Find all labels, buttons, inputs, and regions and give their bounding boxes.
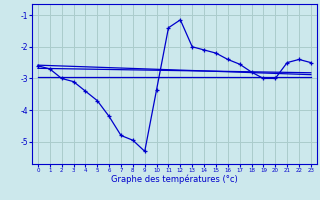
X-axis label: Graphe des températures (°c): Graphe des températures (°c) [111,175,238,184]
